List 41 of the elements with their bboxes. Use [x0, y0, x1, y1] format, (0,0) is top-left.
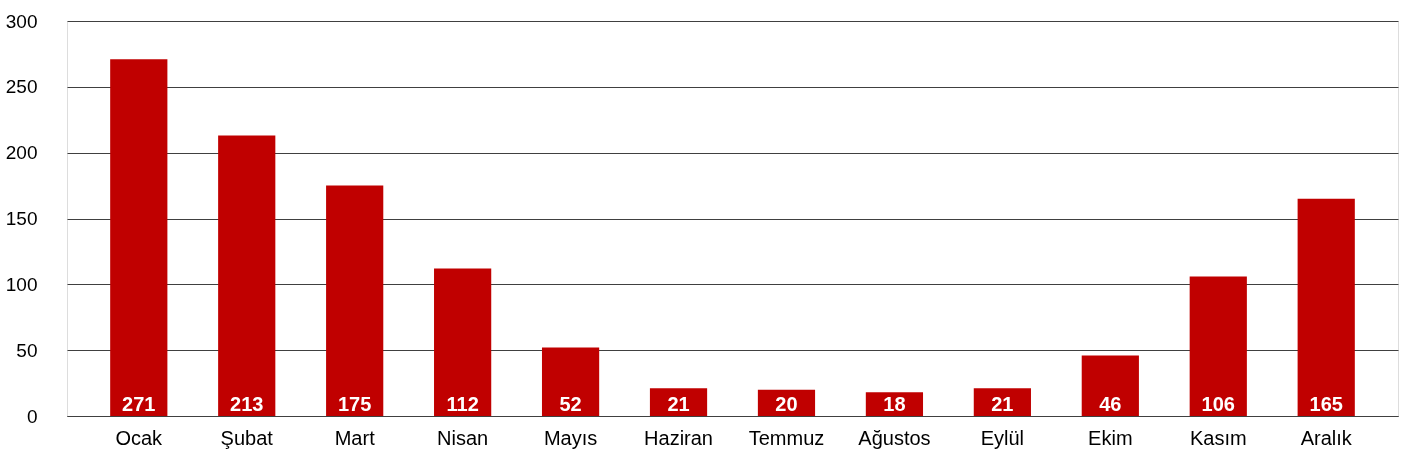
bar	[973, 388, 1031, 416]
data-label: 21	[991, 393, 1014, 415]
x-tick-label: Ekim	[1088, 426, 1133, 449]
x-tick-label: Şubat	[220, 426, 274, 449]
y-tick-label: 300	[5, 10, 38, 32]
x-tick-label: Eylül	[980, 426, 1025, 449]
y-tick-label: 150	[5, 208, 38, 229]
x-tick-label: Temmuz	[748, 426, 825, 449]
x-tick-label: Haziran	[644, 426, 713, 449]
x-tick-label: Ağustos	[858, 426, 931, 449]
bar	[541, 347, 600, 416]
x-tick-label: Aralık	[1300, 426, 1353, 449]
data-label: 106	[1201, 393, 1235, 415]
data-label: 165	[1309, 393, 1343, 415]
bar	[434, 268, 492, 416]
y-tick-label: 50	[16, 339, 38, 361]
bar	[110, 59, 168, 416]
x-tick-label: Ocak	[115, 426, 164, 449]
data-label: 20	[775, 393, 798, 415]
data-label: 46	[1099, 393, 1122, 415]
y-tick-label: 100	[5, 273, 38, 295]
data-label: 21	[667, 393, 690, 415]
bar	[1189, 276, 1247, 416]
y-tick-label: 0	[26, 405, 38, 427]
x-tick-label: Mart	[334, 426, 376, 449]
data-label: 52	[559, 393, 582, 415]
x-tick-label: Nisan	[437, 426, 489, 449]
bar	[1081, 355, 1139, 416]
data-label: 271	[122, 393, 156, 415]
bar	[649, 388, 708, 416]
y-tick-label: 200	[5, 142, 38, 164]
data-label: 18	[883, 393, 906, 415]
bar	[326, 185, 384, 416]
bar	[1297, 198, 1355, 416]
data-label: 112	[446, 393, 479, 415]
x-tick-label: Mayıs	[543, 426, 598, 449]
bar	[218, 135, 276, 416]
x-tick-label: Kasım	[1189, 426, 1247, 449]
y-tick-label: 250	[5, 76, 38, 98]
data-label: 213	[230, 393, 264, 415]
data-label: 175	[337, 393, 372, 415]
